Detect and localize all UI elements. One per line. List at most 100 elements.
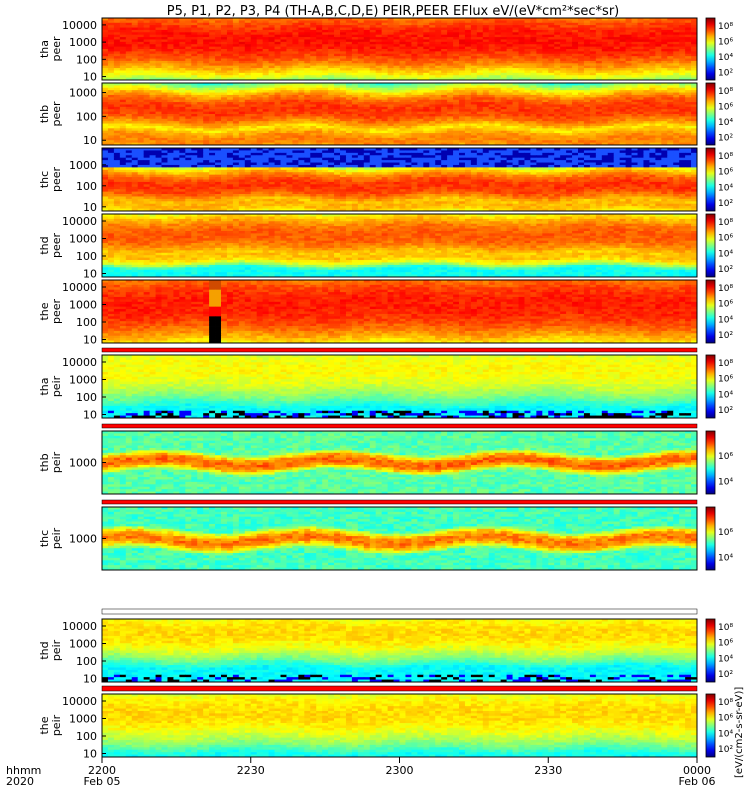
spectrogram-cell [459,37,465,40]
spectrogram-cell [471,68,477,71]
spectrogram-cell [548,114,554,117]
spectrogram-cell [649,35,655,38]
spectrogram-cell [310,70,316,73]
spectrogram-cell [465,32,471,35]
spectrogram-cell [501,28,507,31]
spectrogram-cell [483,75,489,78]
spectrogram-cell [405,114,411,117]
spectrogram-cell [673,44,679,47]
spectrogram-cell [334,20,340,23]
spectrogram-cell [673,116,679,119]
spectrogram-cell [227,47,233,50]
spectrogram-cell [316,63,322,66]
spectrogram-cell [411,47,417,50]
spectrogram-cell [655,100,661,103]
spectrogram-cell [227,114,233,117]
spectrogram-cell [471,28,477,31]
spectrogram-cell [524,112,530,115]
spectrogram-cell [477,61,483,64]
spectrogram-cell [423,37,429,40]
spectrogram-cell [536,20,542,23]
spectrogram-cell [435,95,441,98]
spectrogram-cell [548,54,554,57]
spectrogram-cell [673,121,679,124]
spectrogram-cell [167,100,173,103]
spectrogram-cell [530,116,536,119]
spectrogram-cell [417,47,423,50]
spectrogram-cell [263,23,269,26]
spectrogram-cell [120,116,126,119]
spectrogram-cell [376,109,382,112]
spectrogram-cell [263,100,269,103]
spectrogram-cell [590,47,596,50]
spectrogram-cell [542,119,548,122]
spectrogram-cell [126,73,132,76]
spectrogram-cell [388,44,394,47]
spectrogram-cell [507,30,513,33]
spectrogram-cell [691,95,697,98]
spectrogram-cell [643,104,649,107]
spectrogram-cell [382,93,388,96]
spectrogram-cell [596,20,602,23]
spectrogram-cell [370,116,376,119]
spectrogram-cell [572,66,578,69]
spectrogram-cell [138,20,144,23]
spectrogram-cell [334,90,340,93]
spectrogram-cell [245,114,251,117]
spectrogram-cell [203,30,209,33]
spectrogram-cell [364,119,370,122]
spectrogram-cell [632,100,638,103]
spectrogram-cell [209,119,215,122]
spectrogram-cell [507,35,513,38]
spectrogram-cell [233,88,239,91]
spectrogram-cell [191,37,197,40]
spectrogram-cell [275,51,281,54]
spectrogram-cell [614,107,620,110]
spectrogram-cell [257,66,263,69]
spectrogram-cell [602,95,608,98]
spectrogram-cell [132,54,138,57]
spectrogram-cell [209,49,215,52]
spectrogram-cell [298,66,304,69]
spectrogram-cell [524,68,530,71]
spectrogram-cell [560,70,566,73]
spectrogram-cell [542,54,548,57]
spectrogram-cell [114,100,120,103]
spectrogram-cell [275,75,281,78]
spectrogram-cell [203,73,209,76]
spectrogram-cell [566,59,572,62]
spectrogram-cell [661,104,667,107]
spectrogram-cell [400,114,406,117]
spectrogram-cell [667,30,673,33]
spectrogram-cell [352,97,358,100]
spectrogram-cell [203,23,209,26]
spectrogram-cell [685,32,691,35]
colorbar-tick-label: 10⁶ [718,37,733,47]
spectrogram-cell [554,61,560,64]
spectrogram-cell [394,104,400,107]
spectrogram-cell [138,107,144,110]
spectrogram-cell [649,90,655,93]
spectrogram-cell [400,73,406,76]
spectrogram-cell [620,102,626,105]
spectrogram-cell [590,70,596,73]
spectrogram-cell [126,51,132,54]
spectrogram-cell [286,39,292,42]
spectrogram-cell [263,37,269,40]
spectrogram-cell [286,54,292,57]
spectrogram-cell [340,73,346,76]
spectrogram-cell [364,56,370,59]
spectrogram-cell [643,102,649,105]
spectrogram-cell [281,104,287,107]
spectrogram-cell [239,20,245,23]
spectrogram-cell [358,116,364,119]
spectrogram-cell [429,63,435,66]
spectrogram-cell [673,32,679,35]
spectrogram-cell [245,32,251,35]
spectrogram-cell [447,88,453,91]
spectrogram-cell [286,61,292,64]
spectrogram-cell [471,114,477,117]
spectrogram-cell [590,42,596,45]
spectrogram-cell [685,42,691,45]
spectrogram-cell [596,97,602,100]
